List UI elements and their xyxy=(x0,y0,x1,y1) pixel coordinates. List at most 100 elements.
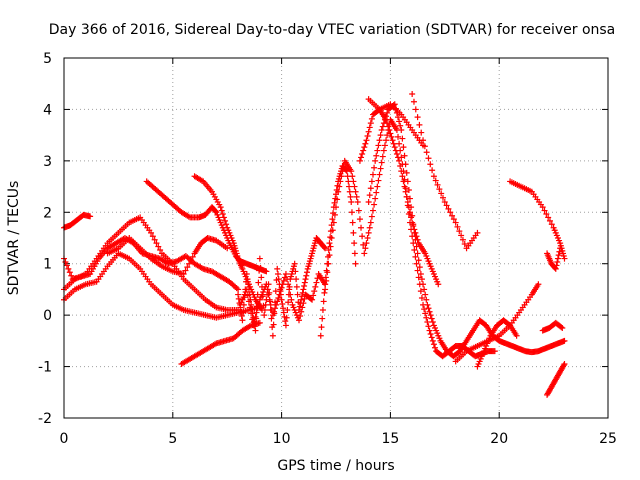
data-point xyxy=(222,217,229,224)
data-point xyxy=(383,137,390,144)
data-point xyxy=(379,123,386,130)
data-point xyxy=(272,305,279,312)
data-point xyxy=(283,314,290,321)
data-point xyxy=(218,207,225,214)
data-point xyxy=(459,236,466,243)
y-axis-label: SDTVAR / TECUs xyxy=(6,181,22,296)
data-point xyxy=(396,118,403,125)
data-point xyxy=(552,265,559,272)
data-point xyxy=(262,301,269,308)
data-point xyxy=(274,298,281,305)
data-point xyxy=(369,171,376,178)
data-point xyxy=(254,305,261,312)
data-point xyxy=(293,276,300,283)
data-point xyxy=(270,308,277,315)
data-point xyxy=(369,207,376,214)
data-point xyxy=(331,211,338,218)
data-point xyxy=(153,240,160,247)
data-point xyxy=(252,327,259,334)
data-point xyxy=(361,250,368,257)
data-point xyxy=(220,214,227,221)
data-point xyxy=(426,327,433,334)
data-point xyxy=(368,115,375,122)
series-track-e xyxy=(104,235,231,277)
data-point xyxy=(415,274,422,281)
data-point xyxy=(282,322,289,329)
data-point xyxy=(362,140,369,147)
data-point xyxy=(421,306,428,313)
data-point xyxy=(389,137,396,144)
data-point xyxy=(421,143,428,150)
data-point xyxy=(321,244,328,251)
data-point xyxy=(398,127,405,133)
y-tick-labels: -2 -1 0 1 2 3 4 5 xyxy=(38,51,52,427)
data-point xyxy=(282,318,289,325)
data-point xyxy=(62,259,69,265)
data-point xyxy=(63,262,70,269)
series-track-v xyxy=(544,361,568,398)
data-point xyxy=(325,247,332,253)
data-point xyxy=(320,298,327,305)
data-point xyxy=(307,295,314,302)
data-point xyxy=(351,240,358,247)
series-track-h xyxy=(178,319,263,367)
data-point xyxy=(355,207,362,214)
data-point xyxy=(278,296,285,303)
data-point xyxy=(384,109,391,116)
data-point xyxy=(301,295,308,302)
data-point xyxy=(276,291,283,298)
data-point xyxy=(413,233,420,240)
data-point xyxy=(411,247,418,253)
data-point xyxy=(434,181,441,188)
data-point xyxy=(367,120,374,127)
data-point xyxy=(561,337,568,344)
data-point xyxy=(322,281,329,288)
data-point xyxy=(558,324,565,331)
data-point xyxy=(303,269,310,276)
data-point xyxy=(274,271,281,277)
data-point xyxy=(292,268,299,275)
data-point xyxy=(376,137,383,144)
data-point xyxy=(329,227,336,234)
data-point xyxy=(424,319,431,325)
data-point xyxy=(366,224,373,231)
data-point xyxy=(299,304,306,311)
data-point xyxy=(356,157,363,164)
data-point xyxy=(244,292,251,299)
data-point xyxy=(513,332,520,339)
data-point xyxy=(430,341,437,348)
data-point xyxy=(422,291,429,298)
data-point xyxy=(405,187,412,193)
data-point xyxy=(244,276,251,283)
data-point xyxy=(184,264,191,271)
data-point xyxy=(423,296,430,303)
data-point xyxy=(182,267,189,274)
data-point xyxy=(298,308,305,315)
series-track-n xyxy=(356,106,442,288)
data-point xyxy=(406,209,413,216)
data-point xyxy=(405,204,412,211)
data-point xyxy=(311,288,318,295)
data-points xyxy=(61,91,568,398)
data-point xyxy=(414,236,421,243)
data-point xyxy=(285,299,292,306)
data-point xyxy=(256,255,263,262)
data-point xyxy=(399,135,406,142)
data-point xyxy=(445,205,452,212)
series-track-j xyxy=(237,271,329,329)
data-point xyxy=(321,289,328,296)
data-point xyxy=(427,331,434,337)
data-point xyxy=(441,199,448,205)
data-point xyxy=(418,276,425,283)
data-point xyxy=(553,262,560,269)
data-point xyxy=(386,127,393,133)
data-point xyxy=(280,309,287,316)
data-point xyxy=(269,332,276,339)
y-tick-label: 1 xyxy=(43,257,52,273)
data-point xyxy=(359,151,366,157)
data-point xyxy=(301,283,308,289)
data-point xyxy=(365,199,372,205)
data-point xyxy=(326,252,333,259)
data-point xyxy=(423,314,430,321)
data-point xyxy=(385,123,392,130)
